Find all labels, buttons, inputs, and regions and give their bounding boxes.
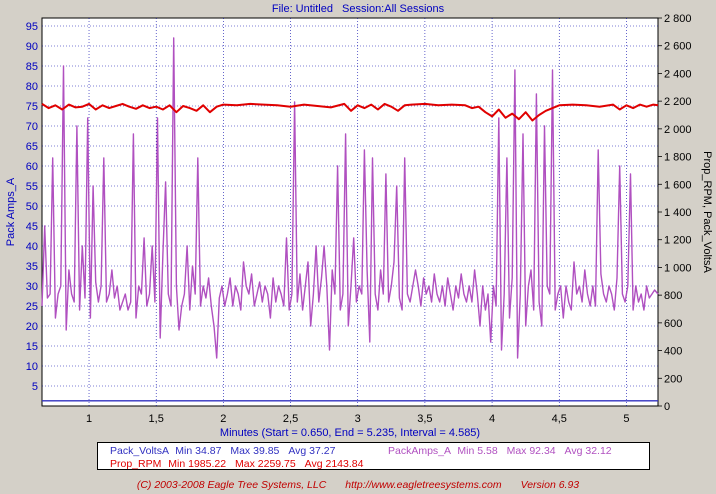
legend-entry-pack-amps: PackAmps_A Min 5.58 Max 92.34 Avg 32.12: [388, 445, 612, 457]
session-title: Session:All Sessions: [342, 3, 445, 15]
legend-name-pack-volts: Pack_VoltsA: [110, 445, 169, 457]
legend-avg-pack-amps: 32.12: [585, 445, 612, 457]
y-right-tick-label: 1 000: [664, 262, 692, 274]
series-line-packamps-a: [41, 37, 659, 359]
y-left-tick-label: 30: [26, 281, 38, 293]
y-right-tick-label: 2 000: [664, 124, 692, 136]
y-right-tick-label: 2 200: [664, 96, 692, 108]
y-left-tick-label: 75: [26, 101, 38, 113]
y-left-tick-label: 20: [26, 321, 38, 333]
y-left-tick-label: 10: [26, 361, 38, 373]
x-tick-label: 3: [355, 413, 361, 425]
x-tick-label: 2: [220, 413, 226, 425]
chart-legend: Pack_VoltsA Min 34.87 Max 39.85 Avg 37.2…: [97, 442, 650, 470]
y-right-tick-label: 0: [664, 401, 670, 413]
y-left-tick-label: 15: [26, 341, 38, 353]
y-right-tick-label: 1 800: [664, 152, 692, 164]
y-left-tick-label: 25: [26, 301, 38, 313]
footer-url[interactable]: http://www.eagletreesystems.com: [345, 479, 502, 491]
y-left-axis-title: Pack Amps_A: [5, 177, 17, 246]
y-left-tick-label: 95: [26, 21, 38, 33]
y-right-tick-label: 1 600: [664, 179, 692, 191]
file-title: File: Untitled: [271, 3, 333, 15]
y-left-tick-label: 35: [26, 261, 38, 273]
legend-max-pack-volts: 39.85: [253, 445, 280, 457]
y-right-tick-label: 800: [664, 290, 682, 302]
y-left-tick-label: 55: [26, 181, 38, 193]
plot-area: [41, 17, 659, 407]
x-tick-label: 4: [489, 413, 495, 425]
y-right-tick-label: 1 200: [664, 235, 692, 247]
x-tick-label: 2,5: [283, 413, 298, 425]
x-axis-title: Minutes (Start = 0.650, End = 5.235, Int…: [220, 427, 480, 439]
y-left-tick-label: 50: [26, 201, 38, 213]
legend-avg-prop-rpm: 2143.84: [325, 458, 364, 470]
y-left-tick-label: 80: [26, 81, 38, 93]
x-tick-label: 1,5: [149, 413, 164, 425]
legend-entry-prop-rpm: Prop_RPM Min 1985.22 Max 2259.75 Avg 214…: [110, 458, 364, 470]
footer-copyright: (C) 2003-2008 Eagle Tree Systems, LLC: [136, 479, 327, 491]
footer: (C) 2003-2008 Eagle Tree Systems, LLC ht…: [0, 479, 716, 491]
legend-max-pack-amps: 92.34: [529, 445, 556, 457]
y-right-tick-label: 2 800: [664, 13, 692, 25]
y-left-tick-label: 60: [26, 161, 38, 173]
legend-min-pack-amps: 5.58: [477, 445, 498, 457]
y-left-tick-label: 65: [26, 141, 38, 153]
y-right-tick-label: 2 600: [664, 41, 692, 53]
y-right-tick-label: 200: [664, 373, 682, 385]
y-right-tick-label: 2 400: [664, 68, 692, 80]
y-right-axis-title: Prop_RPM, Pack_VoltsA: [701, 151, 713, 273]
y-left-tick-label: 70: [26, 121, 38, 133]
legend-min-pack-volts: 34.87: [195, 445, 222, 457]
legend-entry-pack-volts: Pack_VoltsA Min 34.87 Max 39.85 Avg 37.2…: [110, 445, 336, 457]
x-tick-label: 3,5: [417, 413, 432, 425]
y-right-tick-label: 1 400: [664, 207, 692, 219]
y-right-tick-label: 400: [664, 346, 682, 358]
legend-min-prop-rpm: 1985.22: [188, 458, 227, 470]
chart-header: File: Untitled Session:All Sessions: [0, 3, 716, 15]
legend-max-prop-rpm: 2259.75: [257, 458, 296, 470]
x-tick-label: 4,5: [552, 413, 567, 425]
footer-version: Version 6.93: [520, 479, 580, 491]
y-left-tick-label: 45: [26, 221, 38, 233]
legend-name-prop-rpm: Prop_RPM: [110, 458, 162, 470]
legend-name-pack-amps: PackAmps_A: [388, 445, 451, 457]
y-left-tick-label: 40: [26, 241, 38, 253]
series-line-prop-rpm: [41, 102, 659, 122]
y-right-tick-label: 600: [664, 318, 682, 330]
y-left-tick-label: 85: [26, 61, 38, 73]
y-left-tick-label: 90: [26, 41, 38, 53]
legend-avg-pack-volts: 37.27: [309, 445, 336, 457]
x-tick-label: 1: [86, 413, 92, 425]
x-tick-label: 5: [623, 413, 629, 425]
y-left-tick-label: 5: [32, 381, 38, 393]
